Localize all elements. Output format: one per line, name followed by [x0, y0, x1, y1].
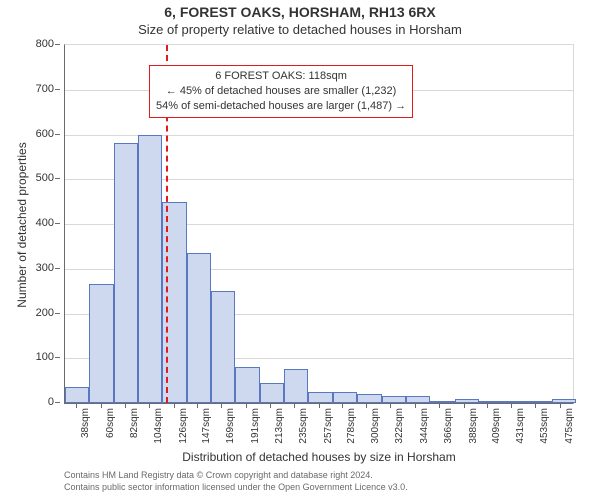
histogram-bar: [503, 401, 527, 403]
copyright-notice: Contains HM Land Registry data © Crown c…: [64, 470, 574, 493]
histogram-bar: [455, 399, 479, 403]
histogram-bar: [65, 387, 89, 403]
x-tick-label: 278sqm: [346, 408, 357, 444]
histogram-bar: [382, 396, 406, 403]
x-tick-mark: [464, 403, 465, 408]
x-tick-label: 322sqm: [394, 408, 405, 444]
x-tick-label: 147sqm: [201, 408, 212, 444]
histogram-bar: [89, 284, 113, 403]
plot-area: 6 FOREST OAKS: 118sqm ← 45% of detached …: [64, 44, 574, 404]
histogram-bar: [187, 253, 211, 403]
x-tick-label: 409sqm: [491, 408, 502, 444]
x-tick-mark: [101, 403, 102, 408]
x-axis-label: Distribution of detached houses by size …: [64, 450, 574, 464]
x-tick-label: 475sqm: [564, 408, 575, 444]
histogram-bar: [308, 392, 332, 403]
histogram-bar: [357, 394, 381, 403]
chart-title-main: 6, FOREST OAKS, HORSHAM, RH13 6RX: [0, 4, 600, 20]
x-tick-mark: [149, 403, 150, 408]
x-tick-mark: [246, 403, 247, 408]
histogram-bar: [406, 396, 430, 403]
histogram-bar: [235, 367, 259, 403]
x-tick-label: 126sqm: [178, 408, 189, 444]
histogram-bar: [211, 291, 235, 403]
histogram-bar: [284, 369, 308, 403]
chart-title-sub: Size of property relative to detached ho…: [0, 22, 600, 37]
y-tick-mark: [55, 223, 60, 224]
y-tick-mark: [55, 89, 60, 90]
x-tick-label: 344sqm: [419, 408, 430, 444]
x-tick-label: 169sqm: [225, 408, 236, 444]
x-tick-label: 388sqm: [468, 408, 479, 444]
y-tick-mark: [55, 402, 60, 403]
y-tick-label: 600: [14, 128, 54, 140]
y-tick-label: 200: [14, 307, 54, 319]
x-tick-label: 82sqm: [129, 408, 140, 438]
x-tick-label: 235sqm: [298, 408, 309, 444]
histogram-bar: [114, 143, 138, 403]
y-tick-label: 0: [14, 396, 54, 408]
chart-container: 6, FOREST OAKS, HORSHAM, RH13 6RX Size o…: [0, 0, 600, 500]
x-tick-mark: [366, 403, 367, 408]
x-tick-label: 257sqm: [323, 408, 334, 444]
x-tick-mark: [319, 403, 320, 408]
x-tick-label: 60sqm: [105, 408, 116, 438]
x-tick-mark: [560, 403, 561, 408]
x-tick-mark: [511, 403, 512, 408]
callout-line-3: 54% of semi-detached houses are larger (…: [156, 99, 406, 114]
y-tick-label: 300: [14, 262, 54, 274]
x-tick-mark: [415, 403, 416, 408]
y-tick-label: 500: [14, 172, 54, 184]
x-tick-mark: [221, 403, 222, 408]
x-tick-label: 104sqm: [153, 408, 164, 444]
x-tick-mark: [294, 403, 295, 408]
x-tick-mark: [535, 403, 536, 408]
marker-callout: 6 FOREST OAKS: 118sqm ← 45% of detached …: [149, 65, 413, 118]
x-tick-mark: [76, 403, 77, 408]
x-tick-label: 213sqm: [274, 408, 285, 444]
x-tick-mark: [270, 403, 271, 408]
histogram-bar: [479, 401, 503, 403]
x-tick-label: 453sqm: [539, 408, 550, 444]
callout-line-2: ← 45% of detached houses are smaller (1,…: [156, 84, 406, 99]
copyright-line-2: Contains public sector information licen…: [64, 482, 574, 494]
histogram-bar: [138, 135, 162, 404]
x-tick-mark: [174, 403, 175, 408]
y-tick-label: 700: [14, 83, 54, 95]
x-tick-label: 431sqm: [515, 408, 526, 444]
y-tick-label: 400: [14, 217, 54, 229]
histogram-bar: [260, 383, 284, 403]
histogram-bar: [333, 392, 357, 403]
x-tick-mark: [342, 403, 343, 408]
y-tick-mark: [55, 134, 60, 135]
y-tick-mark: [55, 357, 60, 358]
x-tick-mark: [390, 403, 391, 408]
x-tick-label: 38sqm: [80, 408, 91, 438]
histogram-bar: [552, 399, 576, 403]
histogram-bar: [430, 401, 454, 403]
x-tick-mark: [197, 403, 198, 408]
y-tick-label: 800: [14, 38, 54, 50]
x-tick-mark: [439, 403, 440, 408]
copyright-line-1: Contains HM Land Registry data © Crown c…: [64, 470, 574, 482]
y-tick-mark: [55, 313, 60, 314]
callout-line-1: 6 FOREST OAKS: 118sqm: [156, 69, 406, 84]
y-tick-mark: [55, 44, 60, 45]
x-tick-label: 366sqm: [443, 408, 454, 444]
y-tick-mark: [55, 268, 60, 269]
y-tick-label: 100: [14, 351, 54, 363]
y-tick-mark: [55, 178, 60, 179]
histogram-bar: [528, 401, 552, 403]
x-tick-label: 191sqm: [250, 408, 261, 444]
x-tick-mark: [487, 403, 488, 408]
x-tick-label: 300sqm: [370, 408, 381, 444]
y-axis-ticks: 0100200300400500600700800: [0, 44, 60, 404]
x-tick-mark: [125, 403, 126, 408]
